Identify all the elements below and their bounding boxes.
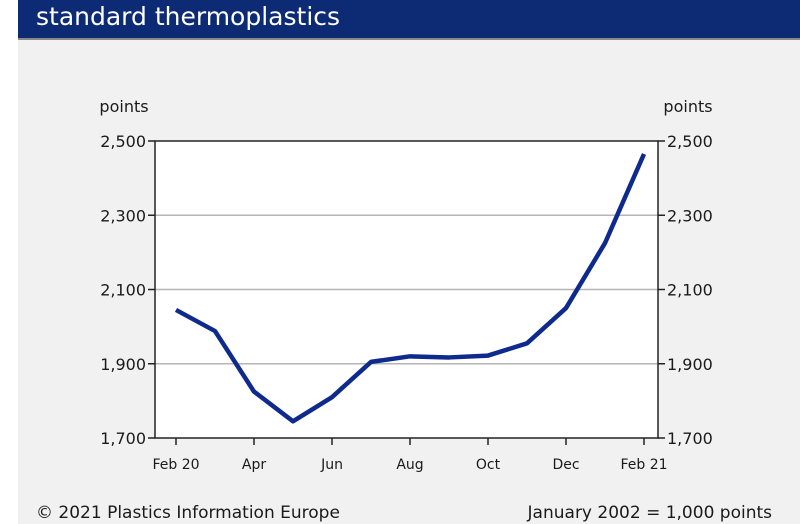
x-tick-label: Feb 21: [620, 457, 667, 473]
y-tick-label-right: 1,700: [667, 429, 713, 448]
y-tick-label-right: 2,300: [667, 206, 713, 225]
x-tick-label: Oct: [476, 457, 501, 473]
y-tick-label-left: 2,500: [100, 132, 146, 151]
index-base-note: January 2002 = 1,000 points: [527, 503, 772, 523]
y-tick-label-left: 1,700: [100, 429, 146, 448]
series-line: [174, 153, 647, 424]
y-tick-label-left: 2,300: [100, 206, 146, 225]
x-tick-label: Feb 20: [152, 457, 199, 473]
x-tick-label: Aug: [396, 457, 423, 473]
y-tick-label-left: 1,900: [100, 355, 146, 374]
title-divider: [18, 38, 800, 40]
y-axis-label-left: points: [99, 97, 148, 116]
x-tick-label: Apr: [242, 457, 266, 473]
x-tick-label: Jun: [320, 457, 343, 473]
x-tick-label: Dec: [552, 457, 579, 473]
y-tick-label-right: 2,100: [667, 281, 713, 300]
chart-title: standard thermoplastics: [36, 2, 341, 31]
copyright-text: © 2021 Plastics Information Europe: [36, 503, 340, 523]
y-tick-label-right: 2,500: [667, 132, 713, 151]
y-tick-label-left: 2,100: [100, 281, 146, 300]
y-tick-label-right: 1,900: [667, 355, 713, 374]
title-bar: standard thermoplastics: [18, 0, 800, 38]
y-axis-label-right: points: [663, 97, 712, 116]
